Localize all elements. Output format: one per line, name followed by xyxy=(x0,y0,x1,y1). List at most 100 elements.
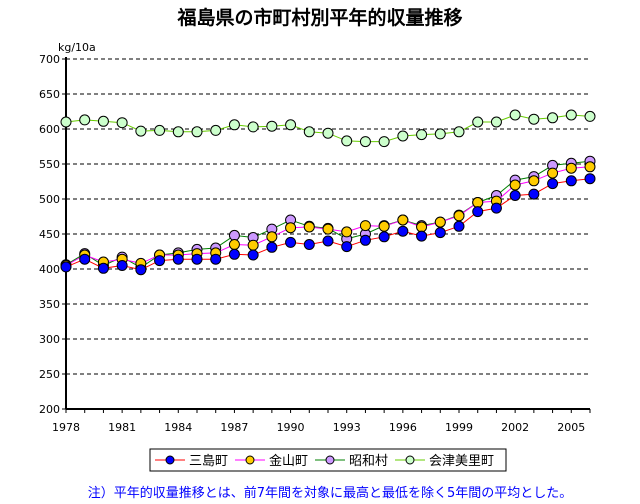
data-point xyxy=(191,253,203,265)
data-point xyxy=(228,119,240,131)
data-point xyxy=(490,116,502,128)
data-point xyxy=(584,161,596,173)
data-point xyxy=(528,113,540,125)
data-point xyxy=(397,214,409,226)
data-point xyxy=(116,260,128,271)
data-point xyxy=(79,114,91,126)
data-point xyxy=(378,136,390,148)
y-tick-label: 450 xyxy=(39,228,60,241)
data-point xyxy=(378,220,390,232)
data-point xyxy=(565,162,577,174)
data-point xyxy=(453,126,465,138)
data-point xyxy=(303,239,315,250)
data-point xyxy=(341,135,353,147)
data-point xyxy=(322,235,334,247)
data-point xyxy=(434,227,446,239)
data-point xyxy=(303,221,315,233)
data-point xyxy=(565,175,577,187)
data-point xyxy=(378,231,390,243)
data-point xyxy=(509,190,521,201)
data-point xyxy=(472,197,484,208)
data-point xyxy=(584,173,596,185)
data-point xyxy=(285,222,297,234)
legend-marker xyxy=(245,455,255,465)
data-point xyxy=(228,248,240,260)
data-point xyxy=(116,117,128,129)
data-point xyxy=(509,179,521,191)
y-tick-label: 550 xyxy=(39,158,60,171)
y-tick-label: 600 xyxy=(39,123,60,136)
x-tick-label: 1993 xyxy=(333,421,361,434)
data-point xyxy=(528,188,540,200)
data-point xyxy=(509,109,521,121)
x-tick-label: 1990 xyxy=(277,421,305,434)
data-point xyxy=(547,112,559,124)
x-tick-label: 1999 xyxy=(445,421,473,434)
data-point xyxy=(266,241,278,253)
data-point xyxy=(341,226,353,238)
data-point xyxy=(247,249,259,261)
data-point xyxy=(322,127,334,139)
footnote: 注）平年的収量推移とは、前7年間を対象に最高と最低を除く5年間の平均とした。 xyxy=(88,485,573,501)
data-point xyxy=(210,124,222,136)
data-point xyxy=(472,116,484,128)
y-tick-label: 350 xyxy=(39,298,60,311)
data-point xyxy=(285,119,297,131)
y-tick-label: 650 xyxy=(39,88,60,101)
chart-title: 福島県の市町村別平年的収量推移 xyxy=(176,6,462,29)
data-point xyxy=(228,229,240,241)
legend-marker xyxy=(165,455,175,465)
x-tick-label: 1981 xyxy=(108,421,136,434)
data-point xyxy=(210,253,222,265)
legend: 三島町 金山町 昭和村 会津美里町 xyxy=(149,448,507,472)
data-point xyxy=(154,124,166,136)
data-point xyxy=(397,130,409,142)
data-point xyxy=(266,120,278,132)
legend-marker xyxy=(405,455,415,465)
data-point xyxy=(416,129,428,141)
x-tick-label: 1987 xyxy=(220,421,248,434)
legend-label: 会津美里町 xyxy=(429,454,494,469)
data-point xyxy=(322,223,334,235)
x-tick-label: 1978 xyxy=(52,421,80,434)
data-point xyxy=(172,253,184,265)
data-point xyxy=(584,110,596,122)
data-point xyxy=(228,239,240,250)
y-tick-label: 500 xyxy=(39,193,60,206)
data-point xyxy=(547,178,559,190)
y-tick-label: 400 xyxy=(39,263,60,276)
data-point xyxy=(247,239,259,251)
legend-marker xyxy=(325,455,335,465)
data-point xyxy=(359,136,371,148)
data-point xyxy=(60,261,72,273)
data-point xyxy=(135,125,147,137)
x-tick-label: 1996 xyxy=(389,421,417,434)
data-point xyxy=(172,126,184,138)
data-point xyxy=(247,121,259,133)
data-point xyxy=(359,220,371,232)
legend-label: 昭和村 xyxy=(349,454,388,469)
legend-label: 金山町 xyxy=(269,453,308,469)
data-point xyxy=(303,126,315,138)
data-point xyxy=(547,167,559,179)
data-point xyxy=(341,241,353,253)
x-tick-label: 2005 xyxy=(557,421,585,434)
data-point xyxy=(490,202,502,214)
data-point xyxy=(79,253,91,265)
y-tick-label: 200 xyxy=(39,403,60,416)
data-point xyxy=(285,236,297,248)
data-point xyxy=(97,115,109,127)
x-tick-label: 2002 xyxy=(501,421,529,434)
y-tick-label: 300 xyxy=(39,333,60,346)
data-point xyxy=(453,220,465,232)
data-point xyxy=(97,262,109,274)
y-tick-label: 250 xyxy=(39,368,60,381)
x-tick-label: 1984 xyxy=(164,421,192,434)
data-point xyxy=(434,128,446,140)
y-axis-unit: kg/10a xyxy=(58,41,96,54)
data-point xyxy=(528,175,540,187)
data-point xyxy=(359,234,371,246)
data-point xyxy=(191,126,203,138)
data-point xyxy=(453,210,465,222)
